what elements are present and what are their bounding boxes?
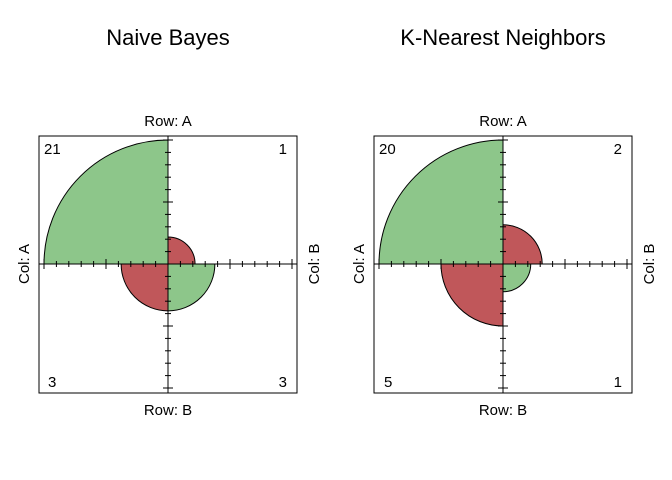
wedge-bottom-right [167, 263, 216, 312]
wedge-top-right [167, 236, 196, 265]
count-bottom-right: 3 [279, 374, 287, 391]
count-bottom-left: 5 [384, 374, 392, 391]
wedge-bottom-right [502, 263, 532, 293]
row-label-top: Row: A [144, 113, 192, 130]
panel-k-nearest-neighbors: K-Nearest Neighbors Row: A Row: B Col: A… [351, 25, 658, 419]
col-label-right: Col: B [641, 244, 658, 285]
col-label-left: Col: A [16, 244, 33, 284]
panel-title: Naive Bayes [106, 25, 230, 50]
wedges [43, 139, 216, 312]
count-bottom-left: 3 [48, 374, 56, 391]
wedge-top-right [502, 224, 543, 265]
wedge-top-left [43, 139, 169, 265]
panel-naive-bayes: Naive Bayes Row: A Row: B Col: A Col: B … [16, 25, 323, 419]
wedge-bottom-left [440, 263, 504, 327]
axes [39, 136, 297, 393]
axes [374, 136, 632, 393]
row-label-top: Row: A [479, 113, 527, 130]
row-label-bottom: Row: B [144, 402, 192, 419]
panel-title: K-Nearest Neighbors [400, 25, 605, 50]
count-top-left: 21 [44, 141, 61, 158]
col-label-left: Col: A [351, 244, 368, 284]
wedges [378, 139, 543, 327]
count-top-left: 20 [379, 141, 396, 158]
row-label-bottom: Row: B [479, 402, 527, 419]
count-bottom-right: 1 [614, 374, 622, 391]
count-top-right: 1 [279, 141, 287, 158]
count-top-right: 2 [614, 141, 622, 158]
col-label-right: Col: B [306, 244, 323, 285]
wedge-bottom-left [120, 263, 169, 312]
wedge-top-left [378, 139, 504, 265]
